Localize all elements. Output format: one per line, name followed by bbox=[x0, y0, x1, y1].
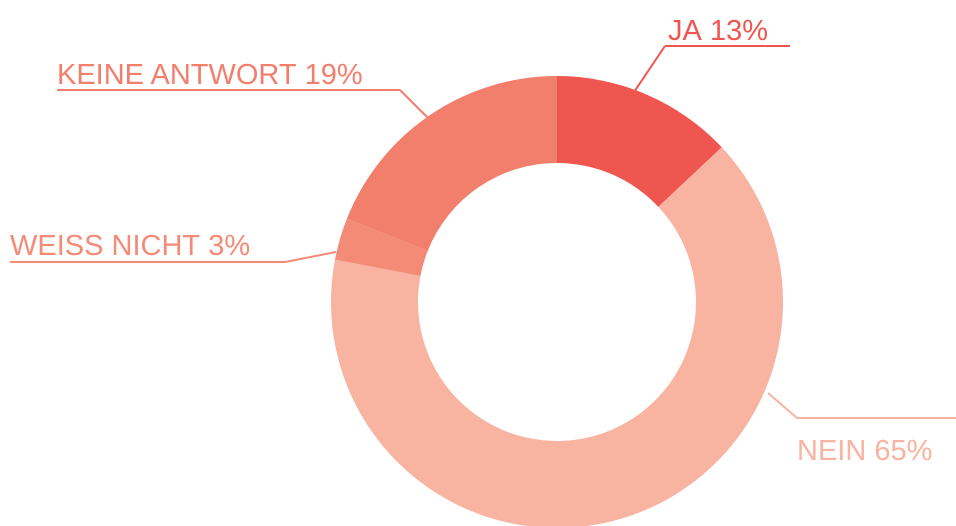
donut-slice bbox=[557, 76, 722, 207]
leader-line bbox=[631, 45, 666, 96]
leader-line bbox=[284, 251, 337, 263]
slice-label: NEIN 65% bbox=[797, 435, 932, 467]
value-label: 13% bbox=[710, 15, 768, 47]
donut-slice bbox=[335, 218, 428, 276]
value-label: 65% bbox=[874, 435, 932, 467]
slice-label: JA 13% bbox=[668, 15, 768, 47]
slice-label: WEISS NICHT 3% bbox=[10, 230, 250, 262]
leader-line bbox=[767, 392, 956, 419]
value-label: 3% bbox=[208, 230, 250, 262]
category-label: KEINE ANTWORT bbox=[57, 59, 297, 91]
value-label: 19% bbox=[305, 59, 363, 91]
leader-line bbox=[399, 89, 429, 119]
category-label: NEIN bbox=[797, 435, 866, 467]
category-label: WEISS NICHT bbox=[10, 230, 200, 262]
category-label: JA bbox=[668, 15, 703, 47]
slice-label: KEINE ANTWORT 19% bbox=[57, 59, 363, 91]
donut-slice bbox=[331, 147, 783, 526]
donut-slice bbox=[346, 76, 557, 251]
